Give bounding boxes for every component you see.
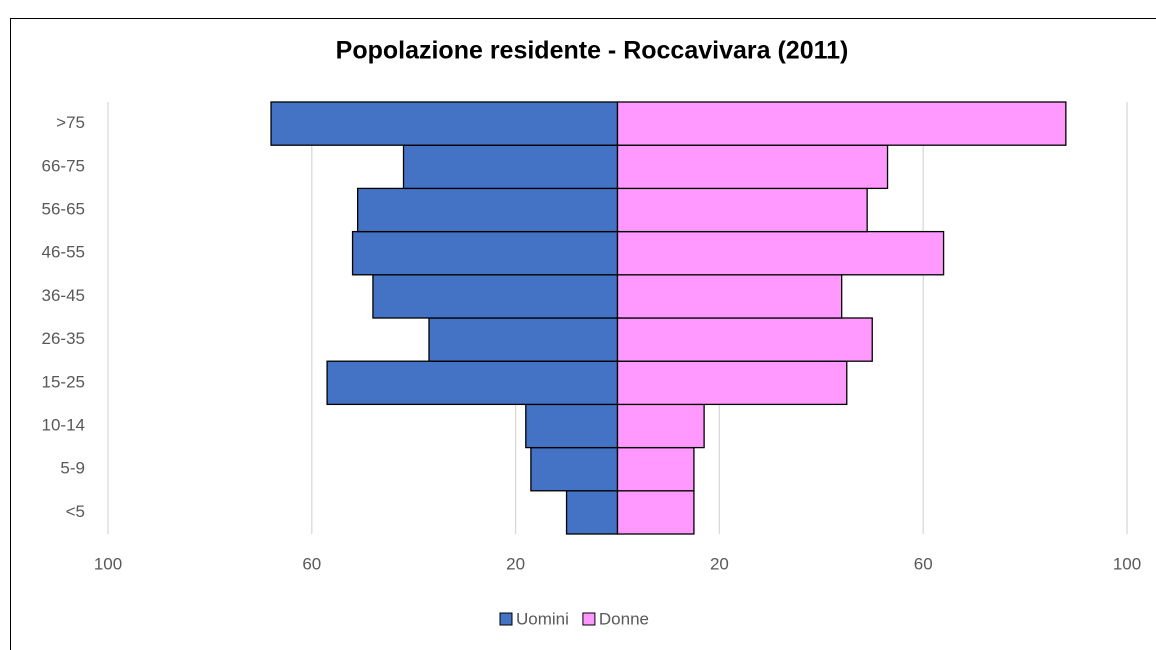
y-tick-label: 10-14 — [42, 415, 85, 434]
bar — [351, 230, 619, 276]
bar — [616, 230, 945, 276]
y-tick-label: 26-35 — [42, 329, 85, 348]
y-tick-label: 56-65 — [42, 199, 85, 218]
bar — [372, 274, 619, 319]
x-tick-label: 20 — [710, 554, 729, 573]
bar — [616, 403, 705, 449]
bar — [270, 101, 619, 146]
y-tick-label: 36-45 — [42, 286, 85, 305]
y-tick-label: 5-9 — [60, 459, 85, 478]
bar — [402, 144, 619, 190]
bar — [616, 317, 873, 362]
x-tick-label: 60 — [302, 554, 321, 573]
y-tick-label: <5 — [66, 502, 85, 521]
legend-swatch — [582, 612, 596, 626]
y-tick-label: >75 — [56, 113, 85, 132]
y-tick-label: 46-55 — [42, 243, 85, 262]
bar — [525, 403, 619, 449]
bar — [616, 187, 868, 233]
bar — [616, 490, 695, 535]
x-tick-label: 20 — [506, 554, 525, 573]
bar — [428, 317, 619, 362]
bar — [565, 490, 619, 535]
y-tick-label: 15-25 — [42, 372, 85, 391]
bar — [616, 446, 695, 492]
chart-title: Popolazione residente - Roccavivara (201… — [336, 37, 849, 65]
y-tick-label: 66-75 — [42, 156, 85, 175]
x-tick-label: 100 — [1113, 554, 1141, 573]
bar — [616, 144, 889, 190]
legend-swatch — [499, 612, 513, 626]
bar — [616, 274, 843, 319]
x-tick-label: 60 — [914, 554, 933, 573]
x-tick-label: 100 — [94, 554, 122, 573]
bar — [616, 360, 848, 406]
bar — [326, 360, 619, 406]
bar — [616, 101, 1067, 146]
bar — [530, 446, 619, 492]
legend-label: Donne — [599, 609, 649, 628]
legend-label: Uomini — [516, 609, 569, 628]
bar — [357, 187, 619, 233]
